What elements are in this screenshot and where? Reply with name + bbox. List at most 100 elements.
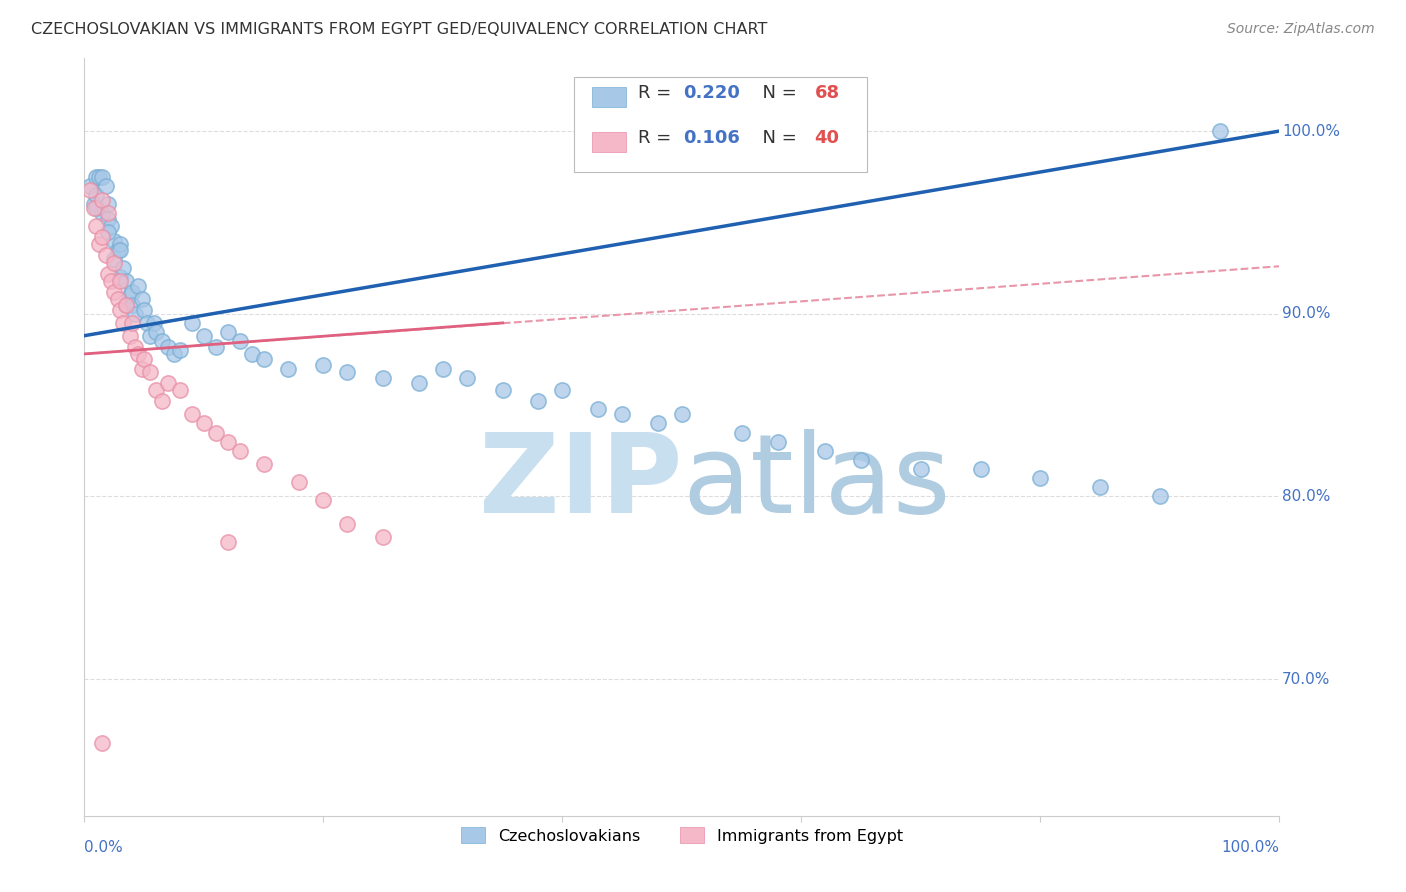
Point [910,462,932,476]
Point [551,384,574,398]
Point [91,194,114,208]
Text: 80.0%: 80.0% [1282,489,1330,504]
Point [121,285,143,299]
Point [229,443,252,458]
Point [91,230,114,244]
Text: 0.106: 0.106 [683,129,740,147]
Point [169,384,191,398]
Point [127,279,149,293]
Point [205,425,228,440]
Point [110,243,132,257]
Point [121,316,143,330]
Point [97,225,120,239]
Point [229,334,252,348]
Point [115,274,138,288]
Text: 0.0%: 0.0% [84,840,124,855]
Point [107,292,129,306]
Point [766,434,789,449]
Point [150,334,173,348]
Point [110,270,132,285]
Point [139,328,162,343]
Text: 0.220: 0.220 [683,84,740,102]
Point [83,201,105,215]
Point [1029,471,1052,485]
Point [181,316,204,330]
Point [132,352,156,367]
Text: 100.0%: 100.0% [1282,124,1340,138]
Text: R =: R = [638,84,676,102]
Point [217,325,239,339]
Point [193,417,215,431]
Point [79,182,101,196]
Text: 90.0%: 90.0% [1282,306,1330,321]
Point [527,394,550,409]
Point [86,188,108,202]
Point [110,303,132,318]
FancyBboxPatch shape [575,77,868,171]
Point [181,407,204,421]
Point [118,288,141,302]
Point [103,255,125,269]
Point [647,417,669,431]
Text: 40: 40 [814,129,839,147]
Text: atlas: atlas [682,429,950,536]
Text: R =: R = [638,129,676,147]
Point [103,234,125,248]
Point [103,285,125,299]
Point [94,178,117,193]
Point [139,365,162,379]
Point [336,516,359,531]
Point [970,462,993,476]
Point [127,347,149,361]
Point [432,361,454,376]
Point [312,493,335,508]
Point [111,316,134,330]
Point [83,197,105,211]
Point [86,219,108,233]
Point [100,219,122,233]
Point [157,376,180,391]
Point [671,407,693,421]
Point [100,274,122,288]
Point [91,169,114,184]
Point [145,325,167,339]
Point [492,384,515,398]
Point [456,370,478,384]
Point [142,316,165,330]
Text: Source: ZipAtlas.com: Source: ZipAtlas.com [1227,22,1375,37]
Point [110,237,132,252]
Text: 70.0%: 70.0% [1282,672,1330,687]
Point [163,347,186,361]
Point [111,261,134,276]
Point [253,457,276,471]
Point [132,303,156,318]
Point [91,206,114,220]
Point [373,530,395,544]
FancyBboxPatch shape [592,132,626,152]
Point [612,407,634,421]
Point [150,394,173,409]
Point [79,178,101,193]
Legend: Czechoslovakians, Immigrants from Egypt: Czechoslovakians, Immigrants from Egypt [454,821,910,850]
Point [115,298,138,312]
Point [253,352,276,367]
Point [312,358,335,372]
Point [86,201,108,215]
Point [94,248,117,262]
Point [97,267,120,281]
Point [1149,490,1171,504]
Point [731,425,754,440]
Point [373,370,395,384]
Point [217,434,239,449]
Point [205,340,228,354]
Text: CZECHOSLOVAKIAN VS IMMIGRANTS FROM EGYPT GED/EQUIVALENCY CORRELATION CHART: CZECHOSLOVAKIAN VS IMMIGRANTS FROM EGYPT… [31,22,768,37]
Point [217,535,239,549]
Point [124,307,146,321]
Point [169,343,191,358]
Point [277,361,299,376]
Point [336,365,359,379]
Point [157,340,180,354]
Point [110,274,132,288]
Point [408,376,430,391]
Text: ZIP: ZIP [478,429,682,536]
